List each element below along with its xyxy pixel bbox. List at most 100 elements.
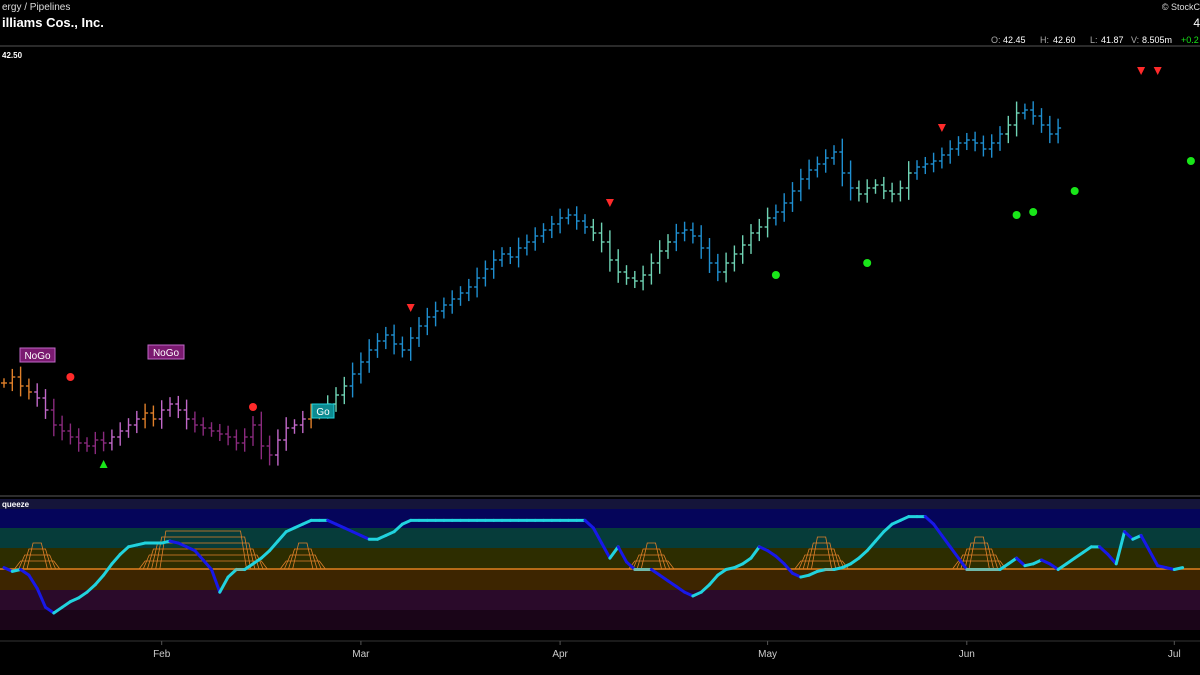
- price-bar: [366, 339, 373, 373]
- price-bar: [972, 131, 979, 152]
- price-bar: [922, 156, 929, 175]
- price-bar: [250, 416, 256, 446]
- oscillator-segment: [766, 549, 778, 558]
- price-bars: [1, 101, 1062, 466]
- price-bar: [748, 224, 754, 254]
- price-bar: [241, 428, 248, 452]
- red-down-triangle: [1137, 67, 1146, 75]
- squeeze-bracket: [640, 542, 662, 570]
- squeeze-bracket: [22, 548, 52, 570]
- squeeze-bracket: [636, 548, 667, 570]
- oscillator-segment: [691, 590, 703, 598]
- oscillator-segment: [185, 545, 197, 553]
- last-price-fragment: 4: [1193, 16, 1200, 30]
- price-bar: [880, 176, 887, 200]
- squeeze-bracket: [159, 530, 247, 570]
- price-bar: [291, 419, 298, 434]
- price-bar: [75, 428, 82, 452]
- oscillator-segment: [708, 573, 720, 587]
- oscillator-segment: [716, 568, 728, 577]
- oscillator-segment: [865, 539, 877, 553]
- oscillator-segment: [749, 545, 761, 560]
- oscillator-segment: [193, 549, 205, 562]
- price-bar: [440, 297, 447, 319]
- oscillator-segment: [1139, 533, 1151, 553]
- oscillator-segment: [1098, 545, 1110, 556]
- oscillator-segment: [392, 522, 404, 534]
- sector-label: ergy / Pipelines: [2, 2, 70, 13]
- price-bar: [266, 435, 273, 466]
- price-bar: [590, 218, 597, 242]
- squeeze-bracket: [283, 554, 322, 570]
- green-dot-marker: [863, 259, 872, 267]
- price-bar: [623, 265, 630, 285]
- price-bar: [416, 317, 422, 347]
- price-bar: [723, 252, 730, 283]
- oscillator-segment: [649, 568, 662, 577]
- price-bar: [739, 235, 746, 264]
- squeeze-bracket: [288, 548, 318, 570]
- oscillator-segment: [218, 575, 230, 594]
- low-value: 41.87: [1101, 35, 1124, 45]
- oscillator-segment: [376, 533, 388, 541]
- price-bar: [432, 301, 439, 327]
- price-bar: [1005, 115, 1012, 144]
- price-bar: [997, 126, 1003, 151]
- oscillator-segment: [932, 522, 944, 537]
- x-axis: Feb Mar Apr May Jun Jul: [153, 641, 1181, 660]
- oscillator-segment: [102, 562, 114, 577]
- price-bar: [1038, 108, 1045, 133]
- oscillator-segment: [68, 596, 81, 604]
- green-dot-marker: [1029, 208, 1038, 216]
- price-bar: [424, 307, 431, 336]
- price-bar: [689, 222, 696, 244]
- oscillator-segment: [782, 562, 794, 575]
- price-bar: [731, 245, 738, 272]
- oscillator-segment: [243, 562, 255, 571]
- oscillator-segment: [1114, 530, 1126, 566]
- oscillator-bands: [0, 499, 1200, 630]
- oscillator-segment: [600, 541, 612, 560]
- green-up-triangle: [99, 460, 108, 468]
- oscillator-segment: [268, 539, 280, 553]
- price-bar: [582, 214, 588, 234]
- price-bar: [9, 368, 16, 392]
- price-bar: [175, 395, 182, 419]
- squeeze-bracket: [147, 548, 260, 570]
- price-bar: [598, 222, 605, 253]
- price-bar: [1055, 118, 1062, 144]
- oscillator-segment: [874, 530, 886, 543]
- price-bar: [216, 423, 223, 442]
- squeeze-bracket: [279, 560, 326, 570]
- price-bar: [374, 333, 381, 358]
- oscillator-segment: [666, 579, 678, 589]
- price-bar: [756, 218, 763, 242]
- oscillator-segment: [898, 515, 911, 522]
- price-bar: [457, 286, 464, 306]
- squeeze-bracket: [960, 548, 999, 570]
- price-bar: [490, 250, 497, 279]
- oscillator-segment: [284, 526, 296, 534]
- oscillator-segment: [791, 571, 803, 579]
- green-dot-marker: [771, 271, 780, 279]
- low-label: L:: [1090, 35, 1098, 45]
- oscillator-segment: [1172, 566, 1185, 571]
- oscillator-segment: [1131, 533, 1143, 541]
- green-dot-marker: [1186, 157, 1195, 165]
- price-bar: [789, 182, 796, 212]
- oscillator-segment: [857, 549, 869, 560]
- oscillator-segment: [591, 526, 604, 545]
- volume-label: V:: [1131, 35, 1139, 45]
- x-tick-label: Jun: [959, 649, 975, 660]
- nogo-label-1: NoGo: [19, 347, 56, 363]
- ohlc-readout: O: 42.45 H: 42.60 L: 41.87 V: 8.505m +0.…: [991, 35, 1199, 45]
- price-bar: [864, 179, 871, 203]
- oscillator-segment: [957, 556, 969, 571]
- oscillator-segment: [176, 541, 189, 549]
- red-down-triangle: [937, 124, 946, 132]
- price-bar: [988, 134, 995, 158]
- squeeze-bracket: [802, 548, 841, 570]
- price-bar: [399, 336, 406, 358]
- squeeze-bracket: [632, 554, 671, 570]
